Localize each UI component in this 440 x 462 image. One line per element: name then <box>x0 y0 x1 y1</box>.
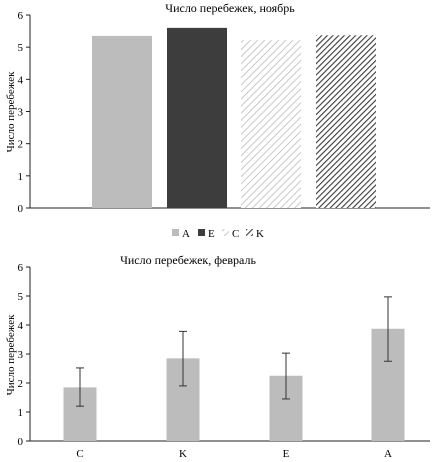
y-tick-label: 1 <box>18 407 24 419</box>
y-tick-label: 0 <box>18 436 24 448</box>
legend-swatch <box>246 229 253 236</box>
legend-label: E <box>208 228 215 240</box>
chart-february: Число перебежек, февраль Число перебежек… <box>5 253 430 460</box>
y-tick-label: 2 <box>18 139 24 151</box>
bar-k <box>316 35 376 208</box>
legend-label: C <box>232 228 239 240</box>
y-axis-label: Число перебежек <box>5 71 17 152</box>
x-tick-label: K <box>179 448 187 460</box>
y-tick-label: 5 <box>18 291 24 303</box>
chart-title: Число перебежек, февраль <box>120 253 256 267</box>
bars <box>63 328 405 441</box>
legend-label: A <box>182 228 190 240</box>
chart-november: Число перебежек, ноябрь Число перебежек … <box>5 1 430 240</box>
legend-swatch <box>198 229 205 236</box>
bar-e <box>167 27 227 208</box>
y-tick-label: 1 <box>18 171 24 183</box>
y-axis-label: Число перебежек <box>5 314 17 395</box>
chart-title: Число перебежек, ноябрь <box>165 1 295 15</box>
axes: 0 1 2 3 4 5 6 <box>18 262 430 448</box>
y-tick-label: 0 <box>18 203 24 215</box>
error-bars <box>76 296 392 407</box>
y-tick-label: 4 <box>18 320 24 332</box>
y-tick-label: 6 <box>18 10 24 22</box>
legend-swatch <box>222 229 229 236</box>
y-tick-label: 3 <box>18 107 24 119</box>
y-tick-label: 3 <box>18 349 24 361</box>
y-tick-label: 2 <box>18 378 24 390</box>
x-tick-label: C <box>76 448 83 460</box>
y-tick-label: 4 <box>18 74 24 86</box>
y-tick-label: 6 <box>18 262 24 274</box>
legend-label: K <box>256 228 264 240</box>
x-tick-label: A <box>384 448 392 460</box>
bar-c <box>241 40 301 209</box>
y-tick-label: 5 <box>18 42 24 54</box>
bar-a <box>92 35 152 209</box>
bars <box>92 27 376 209</box>
legend-swatch <box>172 229 179 236</box>
x-tick-label: E <box>283 448 290 460</box>
